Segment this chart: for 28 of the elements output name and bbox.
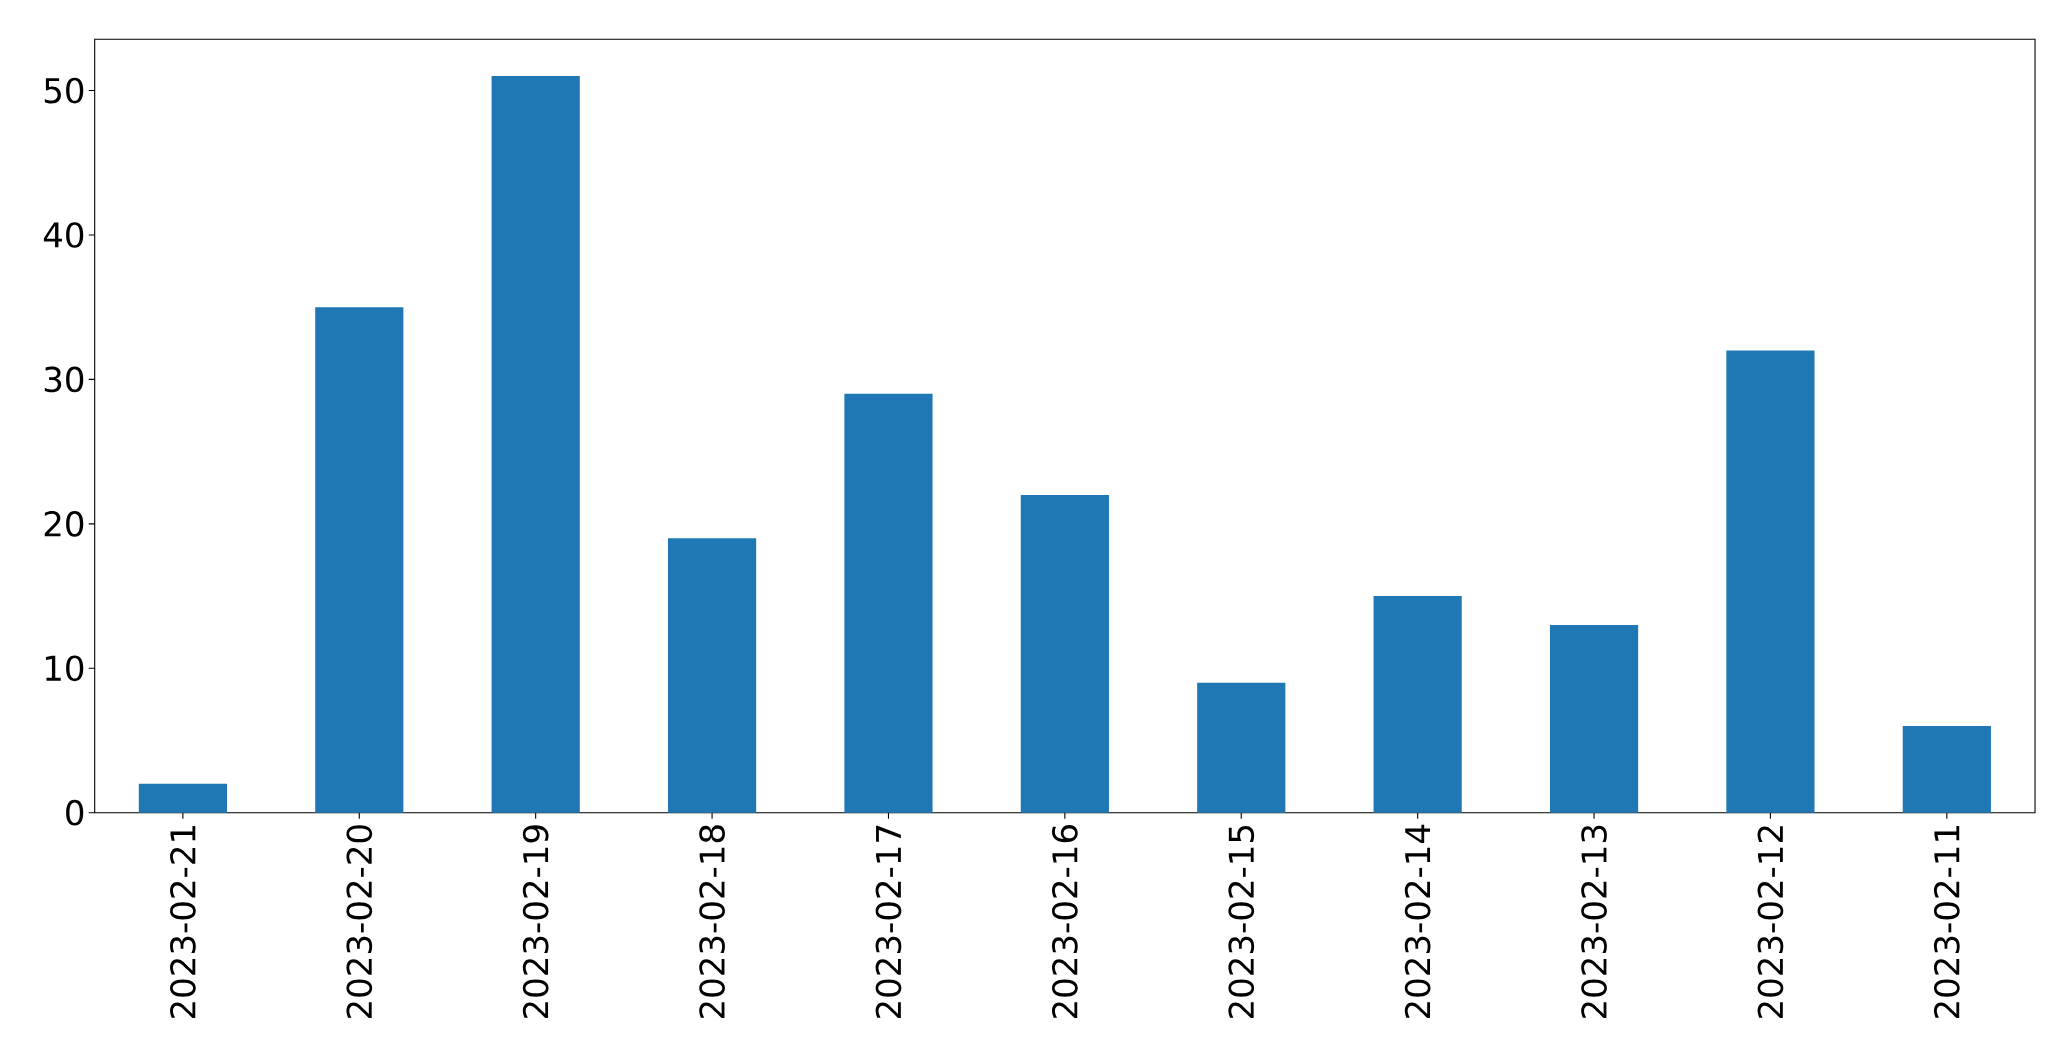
bar <box>1020 494 1109 813</box>
y-tick-label: 30 <box>44 366 84 393</box>
x-tick-label: 2023-02-16 <box>1052 825 1078 1019</box>
y-tick-label: 40 <box>43 222 84 248</box>
bar <box>1726 350 1815 813</box>
bar <box>1549 624 1639 813</box>
bar <box>138 783 227 813</box>
x-tick-label: 2023-02-19 <box>522 825 549 1019</box>
x-tick-label: 2023-02-20 <box>346 825 373 1019</box>
bar <box>491 76 580 813</box>
y-tick-label: 20 <box>44 510 84 537</box>
y-tick-label: 10 <box>45 655 84 682</box>
bar <box>667 538 757 813</box>
x-tick-label: 2023-02-21 <box>170 826 196 1019</box>
bar <box>1902 726 1991 813</box>
x-tick-label: 2023-02-11 <box>1933 826 1960 1019</box>
y-tick-label: 0 <box>66 799 84 826</box>
x-tick-label: 2023-02-13 <box>1581 825 1607 1019</box>
x-tick-label: 2023-02-15 <box>1228 825 1255 1019</box>
bar <box>315 307 404 813</box>
y-tick-label: 50 <box>44 77 84 104</box>
x-tick-label: 2023-02-14 <box>1404 824 1431 1019</box>
x-tick-label: 2023-02-17 <box>875 825 902 1019</box>
bar <box>1197 682 1286 813</box>
x-tick-label: 2023-02-18 <box>699 825 725 1019</box>
bar <box>844 393 933 813</box>
bar <box>1373 596 1462 813</box>
x-tick-label: 2023-02-12 <box>1757 826 1784 1019</box>
